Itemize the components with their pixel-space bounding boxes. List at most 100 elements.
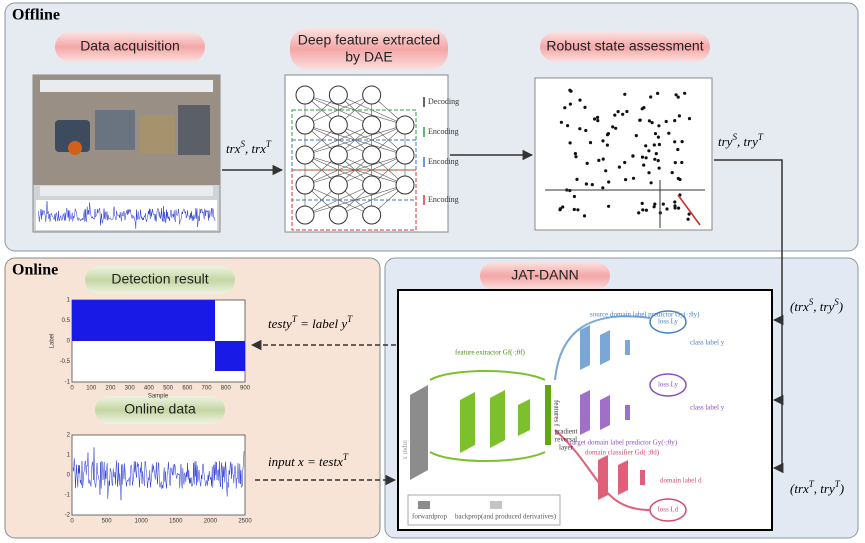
neuron (362, 175, 382, 195)
dot (605, 133, 610, 137)
math-text: testy (268, 316, 292, 331)
x-tick-label: 1500 (169, 519, 183, 525)
figure-label: layer (559, 444, 574, 452)
step-pill (95, 396, 225, 424)
y-tick-label: 0 (67, 473, 71, 479)
dot (673, 119, 677, 123)
neuron (328, 145, 348, 165)
dot (605, 143, 610, 147)
dot (583, 105, 587, 109)
scatter-dots (545, 88, 705, 228)
y-tick-label: 1 (67, 453, 71, 459)
math-label: testyT = label yT (268, 314, 353, 331)
dot (653, 132, 658, 136)
dot (616, 110, 620, 114)
dae-label: Encoding (428, 157, 459, 166)
dot (641, 208, 645, 212)
x-tick-label: 300 (125, 386, 136, 392)
superscript: S (809, 297, 814, 307)
x-tick-label: 500 (163, 386, 174, 392)
dot (687, 117, 692, 121)
dae-label: Encoding (428, 127, 459, 136)
dot (574, 155, 578, 159)
dae-network: Decoding Encoding Encoding Encoding (291, 85, 459, 231)
dot (674, 93, 678, 97)
figure-label: domain classifier Gd(·;θd) (585, 449, 660, 457)
math-text: , trx (245, 141, 266, 156)
arrow (714, 159, 783, 468)
dot (654, 152, 658, 156)
x-tick-label: 0 (70, 386, 74, 392)
dot (673, 161, 677, 165)
neuron (328, 205, 348, 225)
dot (642, 106, 646, 110)
dot (573, 152, 578, 156)
dot (640, 201, 644, 205)
dot (576, 208, 580, 212)
step-pill (540, 32, 710, 62)
dot (656, 91, 660, 95)
neuron (328, 115, 348, 135)
dot (607, 204, 611, 208)
dann-shapes (407, 310, 687, 526)
dot (601, 186, 605, 190)
neuron (362, 145, 382, 165)
step-pill (55, 32, 205, 62)
figure-label: target domain label predictor Gy(·;θy) (570, 439, 678, 447)
dot (561, 205, 565, 209)
step-label: JAT-DANN (511, 267, 578, 283)
x-tick-label: 1000 (135, 519, 149, 525)
dot (673, 200, 677, 204)
dot (597, 158, 601, 162)
connection (304, 124, 372, 156)
rig-photo (32, 74, 221, 233)
figure-label: input x (401, 440, 409, 460)
step-label: Detection result (111, 271, 208, 287)
x-tick-label: 800 (221, 386, 232, 392)
dot (687, 212, 691, 216)
detection-plot: 0 100 200 300 400 500 600 700 800 900 1 0.5 0 -0.5 -1 S… (50, 298, 251, 400)
dot (653, 157, 657, 161)
figure-label: loss Ly (658, 381, 679, 389)
dot (623, 92, 627, 96)
math-text: ) (838, 299, 843, 314)
dot (664, 119, 668, 124)
superscript: T (809, 479, 815, 489)
dot (601, 139, 605, 143)
x-tick-label: 900 (240, 386, 251, 392)
dot (631, 154, 635, 158)
dot (642, 163, 646, 167)
dot (683, 91, 687, 95)
x-tick-label: 600 (182, 386, 193, 392)
neuron (328, 85, 348, 105)
superscript: S (732, 132, 737, 142)
neuron (295, 175, 315, 195)
dot (644, 208, 649, 212)
step-label: Data acquisition (80, 38, 180, 54)
dot (637, 211, 641, 215)
neuron (295, 145, 315, 165)
math-text: , try (813, 299, 834, 314)
dot (585, 161, 589, 165)
x-tick-label: 100 (86, 386, 97, 392)
superscript: T (835, 479, 841, 489)
math-text: ) (839, 481, 844, 496)
dot (631, 176, 636, 180)
dot (617, 165, 622, 169)
neuron (295, 205, 315, 225)
step-label: Deep feature extracted (298, 32, 440, 48)
math-text: , try (737, 134, 758, 149)
dot (652, 143, 656, 147)
dot (621, 112, 625, 116)
y-tick-label: 1 (67, 298, 71, 304)
dot (656, 159, 660, 163)
connection (304, 94, 372, 126)
dot (584, 182, 589, 186)
label-block (72, 300, 215, 341)
dot (614, 126, 618, 130)
superscript: T (347, 314, 353, 324)
dot (657, 166, 661, 170)
dot (568, 102, 573, 106)
superscript: S (834, 297, 839, 307)
dae-label: Encoding (428, 195, 459, 204)
